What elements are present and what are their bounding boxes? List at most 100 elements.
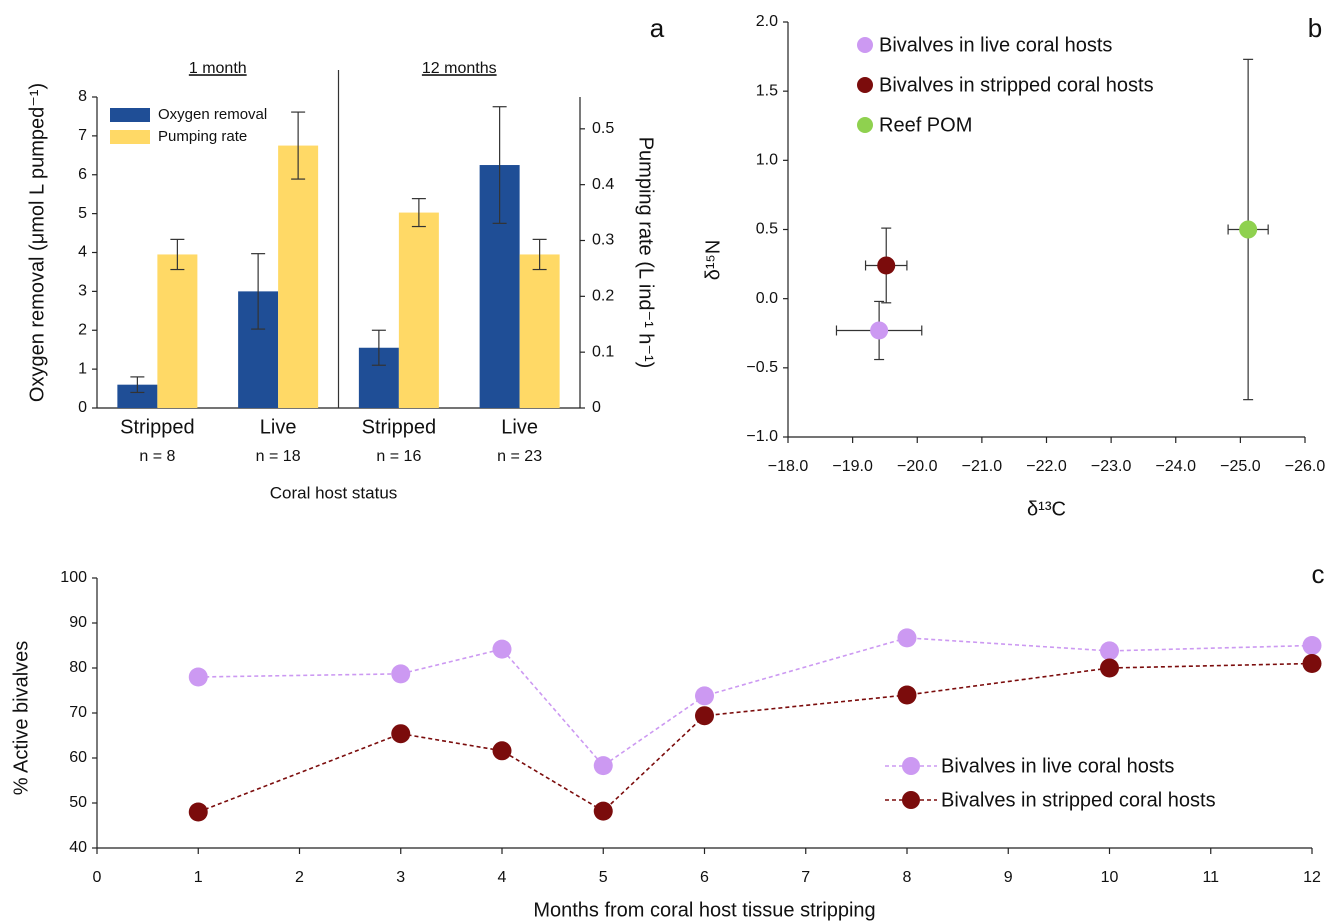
x-tick-label: 10 — [1101, 869, 1119, 886]
error-bar — [291, 111, 306, 180]
y2-axis-label: Pumping rate (L ind⁻¹ h⁻¹) — [635, 137, 657, 369]
point — [492, 639, 512, 659]
bar — [117, 384, 158, 408]
y-tick-label: 0 — [592, 399, 601, 416]
sample-size: n = 16 — [376, 448, 421, 465]
legend-swatch — [110, 130, 150, 144]
error-bar — [130, 376, 145, 394]
x-tick-label: −21.0 — [962, 458, 1003, 475]
x-tick-label: 3 — [396, 869, 405, 886]
error-bar — [170, 238, 185, 271]
point — [695, 686, 714, 706]
y-tick-label: 0.0 — [756, 290, 778, 307]
x-axis-label: Coral host status — [270, 483, 398, 502]
y-tick-label: 1.0 — [756, 152, 778, 169]
y-tick-label: 8 — [78, 88, 87, 105]
legend-label: Bivalves in live coral hosts — [941, 755, 1174, 777]
x-tick-label: 7 — [801, 869, 810, 886]
y-tick-label: 90 — [69, 614, 87, 631]
point — [1100, 658, 1119, 678]
legend-label: Bivalves in live coral hosts — [879, 34, 1112, 56]
error-bar — [492, 106, 507, 224]
legend-marker — [857, 117, 873, 133]
point — [870, 321, 889, 340]
x-tick-label: −23.0 — [1091, 458, 1132, 475]
x-tick-label: 2 — [295, 869, 304, 886]
line — [198, 637, 1313, 767]
y-tick-label: 40 — [69, 839, 87, 856]
point — [391, 664, 411, 684]
y-tick-label: −1.0 — [746, 428, 778, 445]
sample-size: n = 18 — [256, 448, 301, 465]
y-tick-label: 0.5 — [592, 120, 614, 137]
point — [1302, 636, 1322, 655]
x-tick-label: −24.0 — [1156, 458, 1197, 475]
legend-marker — [857, 77, 873, 93]
group-label: 1 month — [189, 60, 247, 77]
panel-label: b — [1308, 13, 1322, 43]
y-tick-label: 0.4 — [592, 176, 614, 193]
x-tick-label: 8 — [903, 869, 912, 886]
x-tick-label: −22.0 — [1026, 458, 1067, 475]
point — [897, 628, 917, 648]
point — [391, 724, 411, 744]
x-tick-label: −25.0 — [1220, 458, 1261, 475]
y-tick-label: 0.2 — [592, 288, 614, 305]
y-tick-label: 7 — [78, 127, 87, 144]
y-tick-label: −0.5 — [746, 359, 778, 376]
y-tick-label: 2 — [78, 321, 87, 338]
legend-label: Bivalves in stripped coral hosts — [941, 789, 1216, 811]
error-bar — [532, 238, 547, 271]
point — [1100, 641, 1119, 661]
bar — [398, 212, 439, 408]
group-label: 12 months — [422, 60, 497, 77]
legend-marker — [857, 37, 873, 53]
x-tick-label: 11 — [1202, 869, 1219, 886]
y-axis-label: % Active bivalves — [10, 641, 32, 796]
point — [188, 667, 208, 687]
legend-label: Reef POM — [879, 114, 972, 136]
point — [1302, 654, 1322, 673]
legend-label: Pumping rate — [158, 128, 247, 145]
y-tick-label: 3 — [78, 283, 87, 300]
x-tick-label: Stripped — [362, 416, 437, 438]
sample-size: n = 23 — [497, 448, 542, 465]
y-tick-label: 60 — [69, 749, 87, 766]
y-tick-label: 0.1 — [592, 343, 614, 360]
x-tick-label: 9 — [1004, 869, 1013, 886]
y-tick-label: 80 — [69, 659, 87, 676]
x-tick-label: Stripped — [120, 416, 195, 438]
y-tick-label: 2.0 — [756, 13, 778, 30]
x-tick-label: −19.0 — [832, 458, 873, 475]
legend-marker — [902, 757, 920, 775]
bar — [278, 145, 319, 409]
legend-label: Oxygen removal — [158, 106, 267, 123]
x-tick-label: −20.0 — [897, 458, 938, 475]
point — [492, 741, 512, 761]
bar — [519, 254, 560, 408]
bar — [157, 254, 198, 408]
x-tick-label: −26.0 — [1285, 458, 1326, 475]
point — [897, 685, 917, 705]
x-tick-label: 1 — [194, 869, 203, 886]
panel-label: c — [1312, 559, 1325, 589]
y-tick-label: 6 — [78, 166, 87, 183]
x-tick-label: 12 — [1303, 869, 1321, 886]
legend-label: Bivalves in stripped coral hosts — [879, 74, 1154, 96]
y-tick-label: 70 — [69, 704, 87, 721]
x-tick-label: 6 — [700, 869, 709, 886]
y-tick-label: 0.5 — [756, 221, 778, 238]
y-tick-label: 1 — [78, 360, 87, 377]
point — [188, 802, 208, 822]
x-tick-label: 0 — [93, 869, 102, 886]
point — [593, 756, 613, 776]
y-tick-label: 50 — [69, 794, 87, 811]
legend-marker — [902, 791, 920, 809]
x-tick-label: 5 — [599, 869, 608, 886]
error-bar — [411, 198, 426, 228]
x-tick-label: Live — [260, 416, 297, 438]
y-tick-label: 100 — [60, 569, 87, 586]
error-bar — [371, 329, 386, 366]
